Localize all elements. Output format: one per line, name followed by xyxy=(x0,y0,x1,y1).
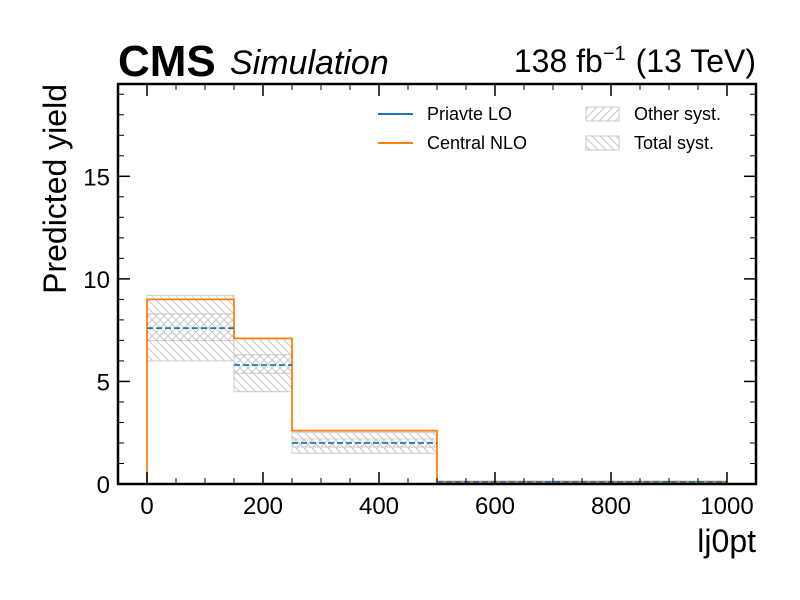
series-private-lo-line xyxy=(147,327,727,483)
y-tick-label: 5 xyxy=(97,369,110,396)
lumi-exponent: −1 xyxy=(603,43,626,65)
legend-label: Total syst. xyxy=(634,133,714,153)
luminosity-label: 138 fb−1 (13 TeV) xyxy=(514,43,756,79)
y-tick-label: 10 xyxy=(83,267,110,294)
x-tick-label: 800 xyxy=(591,493,631,520)
x-tick-label: 0 xyxy=(140,493,153,520)
legend-label: Central NLO xyxy=(427,133,527,153)
y-tick-label: 15 xyxy=(83,164,110,191)
legend: Priavte LO Central NLO Other syst. Total sy… xyxy=(378,104,721,153)
simulation-label: Simulation xyxy=(230,44,389,82)
y-axis-title: Predicted yield xyxy=(37,84,73,294)
legend-hatch-swatch xyxy=(585,106,620,122)
experiment-label: CMS xyxy=(118,37,216,86)
energy-label: (13 TeV) xyxy=(636,43,756,79)
legend-hatch-swatch xyxy=(585,135,620,151)
x-tick-label: 1000 xyxy=(700,493,753,520)
series-layer xyxy=(146,298,727,484)
lumi-value: 138 fb xyxy=(514,43,603,79)
axis-tick-labels: 0 200 400 600 800 1000 0 5 10 15 xyxy=(83,164,753,520)
y-tick-label: 0 xyxy=(97,472,110,499)
legend-label: Other syst. xyxy=(634,104,721,124)
legend-label: Priavte LO xyxy=(427,104,512,124)
axis-ticks xyxy=(117,84,757,485)
series-central-nlo-line xyxy=(146,298,727,484)
x-axis-title: lj0pt xyxy=(697,523,756,559)
x-tick-label: 600 xyxy=(475,493,515,520)
x-tick-label: 200 xyxy=(243,493,283,520)
x-tick-label: 400 xyxy=(359,493,399,520)
